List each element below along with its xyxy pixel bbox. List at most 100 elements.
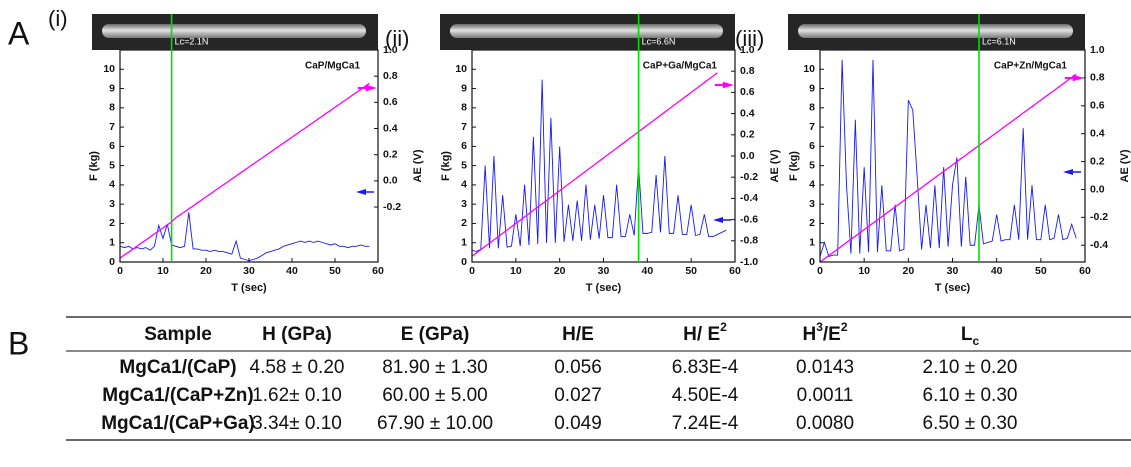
header-part: H (GPa) — [262, 324, 332, 345]
plot-frame — [471, 49, 736, 263]
y-tick-label: 10 — [803, 63, 815, 75]
y-tick-label: 8 — [461, 102, 467, 114]
y2-tick-label: -0.8 — [740, 235, 758, 247]
x-tick-label: 40 — [641, 265, 653, 277]
figure-label: B — [8, 325, 29, 361]
plot-frame — [819, 49, 1086, 263]
table-cell: 4.58 ± 0.20 — [250, 357, 345, 378]
chart-title: CaP+Ga/MgCa1 — [643, 61, 718, 72]
y-axis-label: F (kg) — [88, 151, 100, 181]
table-cell: 0.027 — [554, 385, 602, 406]
table-cell: 6.10 ± 0.30 — [923, 385, 1018, 406]
header-part: H — [802, 324, 816, 345]
y-tick-label: 10 — [455, 63, 467, 75]
chart: 0 1 2 3 4 5 6 7 8 9 10 -1.0 -0.8 -0.6 -0.4 -0.2 0.0 0.2 0.… — [385, 14, 781, 294]
data-line — [820, 73, 1077, 262]
header-part: Sample — [144, 324, 212, 345]
data-line — [820, 59, 1077, 257]
y-tick-label: 4 — [809, 179, 815, 191]
data-line — [120, 82, 370, 259]
x-tick-label: 30 — [598, 265, 610, 277]
table-cell: 0.049 — [554, 413, 602, 434]
header-part: 3 — [816, 320, 823, 334]
y2-axis-label: AE (V) — [412, 149, 424, 182]
header-part: H/ E — [683, 324, 720, 345]
y2-tick-label: 1.0 — [740, 44, 755, 56]
axis-arrow — [713, 217, 731, 223]
y2-tick-label: 0.4 — [383, 122, 398, 134]
header-part: c — [972, 334, 979, 348]
table-cell: 0.0143 — [796, 357, 854, 378]
y2-tick-label: -0.6 — [740, 213, 758, 225]
y-tick-label: 0 — [461, 256, 467, 268]
table: Sample H (GPa) E (GPa) H/E H/ E2 H3/E2 LcMgCa1… — [66, 316, 1131, 441]
y-tick-label: 9 — [809, 82, 815, 94]
header-part: /E — [823, 324, 841, 345]
x-tick-label: 0 — [817, 265, 823, 277]
y2-tick-label: 1.0 — [383, 44, 398, 56]
y-tick-label: 7 — [109, 121, 115, 133]
x-tick-label: 20 — [554, 265, 566, 277]
x-tick-label: 40 — [991, 265, 1003, 277]
x-tick-label: 60 — [372, 265, 384, 277]
table-cell: 6.83E-4 — [672, 357, 739, 378]
y2-tick-label: 0.4 — [740, 107, 755, 119]
axis-arrow — [1063, 169, 1081, 175]
y-tick-label: 2 — [109, 217, 115, 229]
panel-label: (i) — [48, 6, 68, 31]
y2-tick-label: -0.4 — [1090, 239, 1108, 251]
y-tick-label: 1 — [109, 237, 115, 249]
x-axis-label: T (sec) — [586, 282, 622, 294]
y-tick-label: 3 — [809, 198, 815, 210]
data-line — [472, 79, 727, 252]
y2-tick-label: 0.6 — [1090, 100, 1105, 112]
y2-axis-label: AE (V) — [769, 149, 781, 182]
y-tick-label: 6 — [809, 140, 815, 152]
table-cell: 4.50E-4 — [672, 385, 739, 406]
data-line — [472, 72, 718, 257]
x-tick-label: 30 — [947, 265, 959, 277]
critical-load-label: Lc=6.1N — [982, 36, 1016, 46]
y2-tick-label: -0.2 — [383, 201, 401, 213]
y-tick-label: 2 — [809, 217, 815, 229]
table-header: E (GPa) — [401, 324, 470, 345]
x-tick-label: 10 — [157, 265, 169, 277]
table-cell: 0.0011 — [797, 385, 854, 406]
x-tick-label: 30 — [243, 265, 255, 277]
y-tick-label: 9 — [461, 82, 467, 94]
y2-tick-label: 0.0 — [740, 150, 755, 162]
table-cell: 1.62± 0.10 — [252, 385, 342, 406]
row-label: MgCa1/(CaP) — [119, 357, 236, 378]
y2-tick-label: 0.2 — [1090, 155, 1105, 167]
axis-arrow — [714, 81, 734, 89]
header-part: L — [961, 324, 973, 345]
y-tick-label: 5 — [809, 159, 815, 171]
table-cell: 7.24E-4 — [672, 413, 739, 434]
y2-tick-label: -0.2 — [740, 171, 758, 183]
header-part: 2 — [720, 320, 727, 334]
y-axis-label: F (kg) — [788, 151, 800, 181]
y2-tick-label: 0.6 — [740, 86, 755, 98]
panel-label: (iii) — [735, 26, 764, 51]
y-tick-label: 5 — [109, 159, 115, 171]
y-tick-label: 1 — [461, 237, 467, 249]
table-cell: 0.056 — [554, 357, 602, 378]
axis-arrow — [1064, 74, 1084, 82]
y-tick-label: 0 — [109, 256, 115, 268]
x-tick-label: 20 — [200, 265, 212, 277]
table-cell: 3.34± 0.10 — [252, 413, 342, 434]
y2-tick-label: 0.8 — [740, 65, 755, 77]
table-header: H/ E2 — [683, 320, 727, 345]
x-tick-label: 20 — [902, 265, 914, 277]
y2-tick-label: -0.4 — [740, 192, 758, 204]
x-axis-label: T (sec) — [231, 282, 267, 294]
y2-tick-label: 1.0 — [1090, 44, 1105, 56]
y-tick-label: 7 — [809, 121, 815, 133]
y-tick-label: 2 — [461, 217, 467, 229]
y-tick-label: 9 — [109, 82, 115, 94]
x-tick-label: 10 — [510, 265, 522, 277]
critical-load-label: Lc=6.6N — [642, 36, 676, 46]
